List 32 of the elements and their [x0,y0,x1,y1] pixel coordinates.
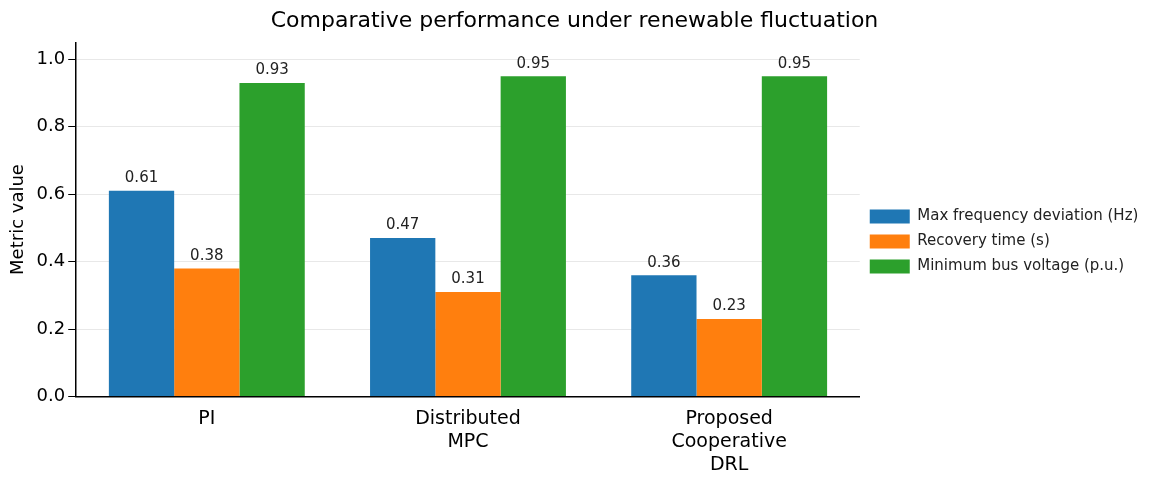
x-tick-label: Distributed MPC [415,405,521,451]
y-tick-label: 0.6 [36,181,66,203]
data-label: 0.95 [516,53,550,72]
legend-label: Max frequency deviation (Hz) [917,206,1139,225]
bar [174,268,240,397]
bar [435,292,501,397]
y-axis-title: Metric value [6,164,28,275]
data-label: 0.95 [777,53,812,72]
legend-label: Recovery time (s) [917,231,1050,250]
data-label: 0.38 [190,245,224,264]
data-label: 0.31 [451,269,485,288]
bar [500,76,566,397]
y-tick-label: 1.0 [36,46,66,68]
bar [108,190,175,397]
bar [370,238,436,397]
data-label: 0.93 [255,60,289,79]
bar [696,319,762,397]
x-tick-label: PI [198,405,216,428]
legend-label: Minimum bus voltage (p.u.) [917,256,1125,275]
bar [631,275,697,397]
y-tick-label: 0.0 [36,384,66,406]
y-tick-label: 0.2 [36,316,66,338]
y-tick-label: 0.4 [36,249,66,271]
data-label: 0.23 [712,296,746,315]
data-label: 0.36 [647,252,681,271]
bar [239,82,305,397]
x-tick-label: Proposed Cooperative DRL [671,405,787,474]
chart-title: Comparative performance under renewable fluctuation [270,6,879,32]
bar [761,76,828,397]
y-tick-label: 0.8 [36,114,66,136]
data-label: 0.61 [124,168,159,187]
data-label: 0.47 [385,215,420,234]
